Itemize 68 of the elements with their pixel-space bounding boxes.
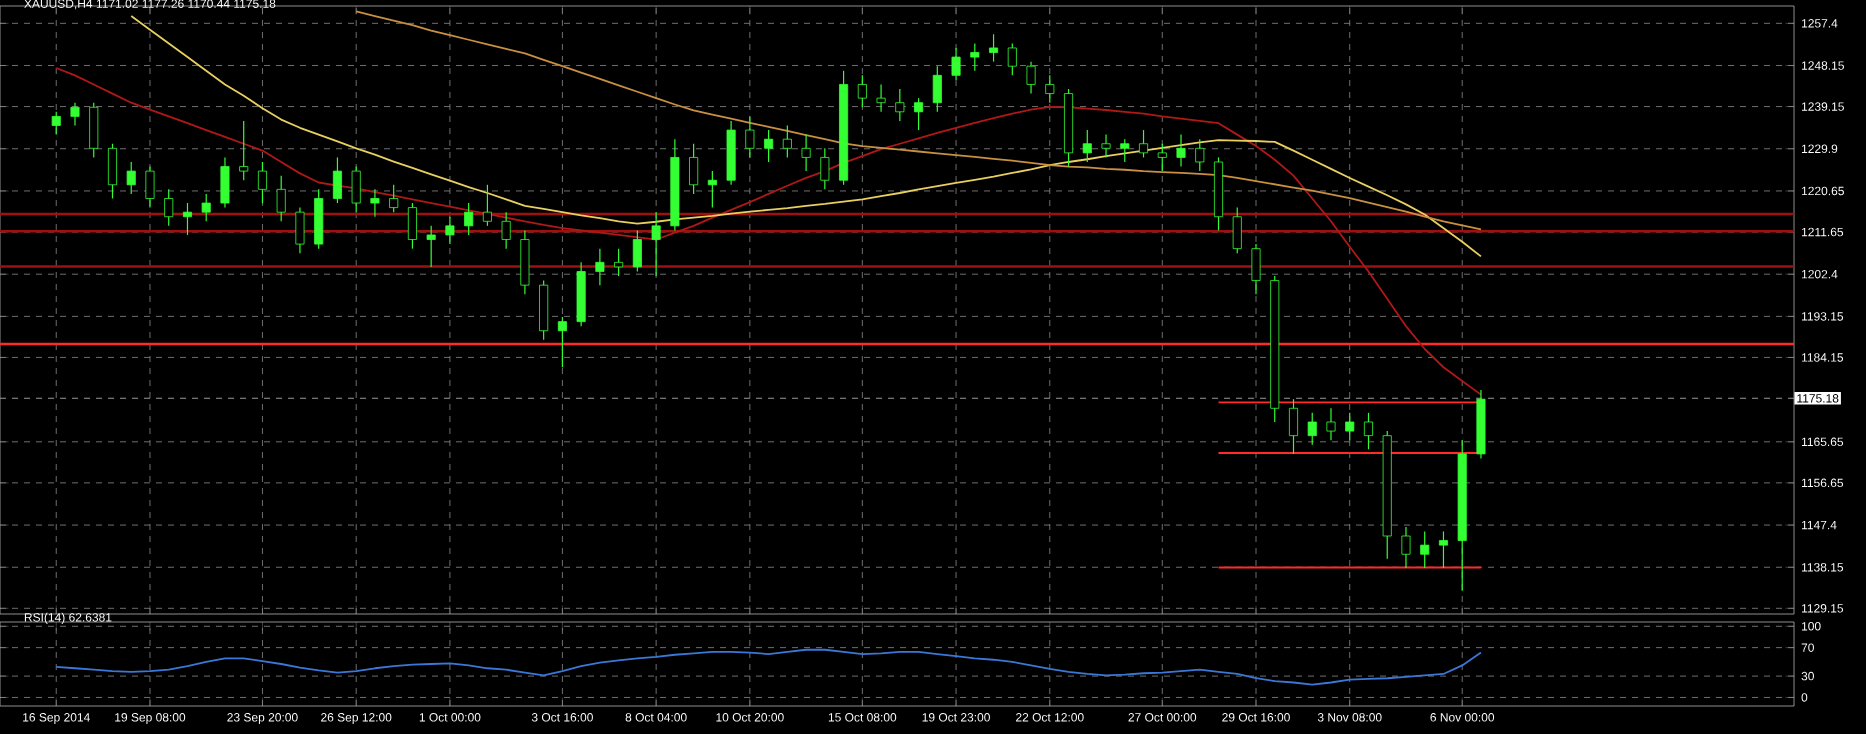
candlestick [464,202,474,236]
candlestick [1139,129,1149,159]
candlestick [932,65,942,113]
candlestick [1157,143,1167,172]
candlestick [595,248,605,286]
candlestick [1438,530,1448,569]
candlestick [1026,61,1036,95]
candlestick [632,229,642,273]
candlestick [689,143,699,195]
candlestick [1401,526,1411,569]
candlestick [764,129,774,163]
candlestick [407,202,417,250]
candlestick [1195,138,1205,172]
candlestick [520,229,530,295]
candlestick [651,211,661,277]
candlestick [89,102,99,159]
candlestick [1120,138,1130,163]
candlestick [220,156,230,209]
candlestick [1007,42,1017,76]
candlestick [707,170,717,209]
candlestick [614,248,624,277]
candlestick [276,175,286,222]
candlestick [1101,134,1111,159]
candlestick [1307,412,1317,446]
candlestick [445,216,455,245]
candlestick [951,47,961,81]
candlestick [820,147,830,190]
candlestick [989,33,999,63]
candlestick [107,143,118,200]
candlestick [51,111,61,136]
candlestick [782,124,792,159]
candlestick [164,188,174,227]
candlestick [970,42,980,72]
candlestick [914,97,924,131]
candlestick [539,279,549,341]
candlestick [70,102,80,127]
candlestick [257,161,267,204]
candlestick [182,202,192,236]
candlestick [332,156,342,204]
candlestick [1251,243,1261,295]
candlestick [370,188,380,218]
candlestick [126,161,136,195]
candlestick [295,207,305,254]
candlestick [201,193,211,222]
line-series [55,648,1482,686]
candlestick [1232,207,1242,254]
candlestick [1420,530,1430,569]
candlestick [145,165,155,209]
candlestick [351,165,361,213]
candlestick [876,83,886,113]
candlestick [1045,74,1055,104]
candlestick [1345,412,1355,441]
candlestick [1288,398,1299,455]
candlestick [389,184,399,213]
candlestick [1176,134,1186,168]
candlestick [501,211,511,250]
candlestick [745,115,755,159]
candlestick [895,88,905,122]
candlestick [1326,407,1336,441]
candlestick [314,188,324,250]
candlestick [801,134,811,172]
candlestick [857,74,867,108]
candlestick [557,316,567,368]
candlestick [1363,412,1374,450]
candlestick [426,225,436,268]
candlestick [239,120,249,181]
candlestick [1082,129,1092,163]
candlestick [482,184,492,227]
